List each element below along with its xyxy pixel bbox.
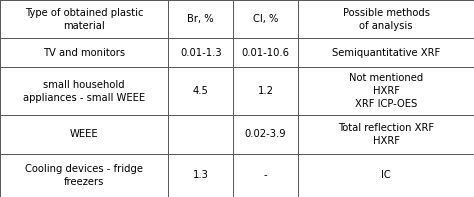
Text: 4.5: 4.5 xyxy=(193,86,209,96)
Text: 1.3: 1.3 xyxy=(193,170,209,180)
Text: Not mentioned
HXRF
XRF ICP-OES: Not mentioned HXRF XRF ICP-OES xyxy=(349,73,423,109)
Text: Cl, %: Cl, % xyxy=(253,14,278,24)
Text: Br, %: Br, % xyxy=(187,14,214,24)
Text: 0.02-3.9: 0.02-3.9 xyxy=(245,129,286,139)
Text: WEEE: WEEE xyxy=(70,129,99,139)
Text: Semiquantitative XRF: Semiquantitative XRF xyxy=(332,48,440,58)
Text: 1.2: 1.2 xyxy=(258,86,273,96)
Text: Type of obtained plastic
material: Type of obtained plastic material xyxy=(25,8,143,31)
Text: TV and monitors: TV and monitors xyxy=(43,48,125,58)
Text: Possible methods
of analysis: Possible methods of analysis xyxy=(343,8,429,31)
Text: Cooling devices - fridge
freezers: Cooling devices - fridge freezers xyxy=(25,164,143,187)
Text: 0.01-10.6: 0.01-10.6 xyxy=(242,48,290,58)
Text: IC: IC xyxy=(381,170,391,180)
Text: Total reflection XRF
HXRF: Total reflection XRF HXRF xyxy=(338,123,434,146)
Text: small household
appliances - small WEEE: small household appliances - small WEEE xyxy=(23,80,145,102)
Text: 0.01-1.3: 0.01-1.3 xyxy=(180,48,221,58)
Text: -: - xyxy=(264,170,267,180)
